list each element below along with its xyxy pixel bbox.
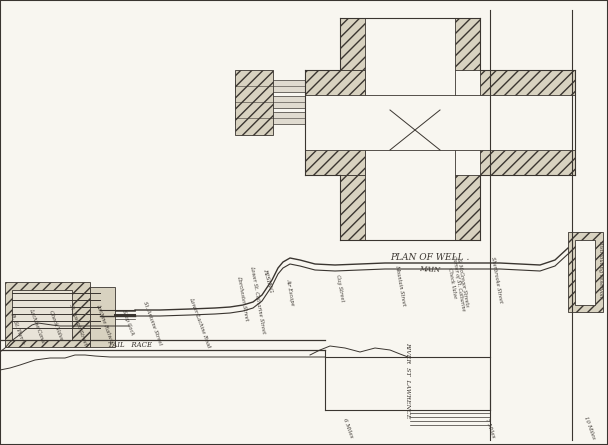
Text: TAIL   RACE: TAIL RACE [108, 341, 152, 349]
Text: St. Joseph Street: St. Joseph Street [68, 303, 88, 346]
Bar [575, 240, 595, 305]
Text: 6 Miles: 6 Miles [342, 417, 354, 438]
Bar [235, 96, 305, 108]
Bar [305, 70, 365, 175]
Text: Air Escape: Air Escape [285, 278, 295, 306]
Text: distributing reservoir: distributing reservoir [598, 242, 603, 299]
Text: RIVER  ST  LAWRENCE: RIVER ST LAWRENCE [406, 342, 410, 418]
Text: Pt. St. Pierre: Pt. St. Pierre [9, 312, 25, 345]
Text: Check Valve: Check Valve [48, 309, 64, 341]
Text: RISING: RISING [263, 267, 274, 292]
Bar [235, 70, 273, 135]
Text: & McGregor Streets: & McGregor Streets [456, 259, 470, 307]
Text: Lower Lachine Road: Lower Lachine Road [188, 297, 212, 349]
Bar [340, 175, 480, 240]
Text: Stop Cock: Stop Cock [121, 310, 135, 336]
Bar [365, 18, 455, 240]
Text: 10 Miles: 10 Miles [584, 416, 596, 440]
Text: Guy Street: Guy Street [335, 274, 345, 302]
Bar [480, 70, 575, 175]
Text: PLAN OF WELL .: PLAN OF WELL . [390, 254, 470, 263]
Text: Corner of St. Catharine: Corner of St. Catharine [451, 255, 465, 311]
Text: Lower St. Catharine Street: Lower St. Catharine Street [249, 266, 266, 334]
Text: MAIN: MAIN [420, 266, 441, 275]
Bar [305, 95, 575, 150]
Text: Check Valve: Check Valve [447, 267, 457, 299]
Bar [340, 18, 480, 70]
Text: 7 Miles: 7 Miles [484, 417, 496, 438]
Bar [90, 287, 115, 347]
Text: St. Antoine Street: St. Antoine Street [142, 300, 162, 346]
Bar [5, 282, 90, 347]
Text: Lachine Railway: Lachine Railway [95, 303, 115, 345]
Text: Dorchester Street: Dorchester Street [237, 275, 249, 321]
Bar [235, 112, 305, 124]
Text: Mountain Street: Mountain Street [394, 264, 406, 306]
Text: Sherbrooke Street: Sherbrooke Street [491, 256, 503, 303]
Bar [568, 232, 603, 312]
Bar [235, 80, 305, 92]
Text: Lachine Canal: Lachine Canal [29, 308, 46, 344]
Bar [12, 290, 72, 340]
